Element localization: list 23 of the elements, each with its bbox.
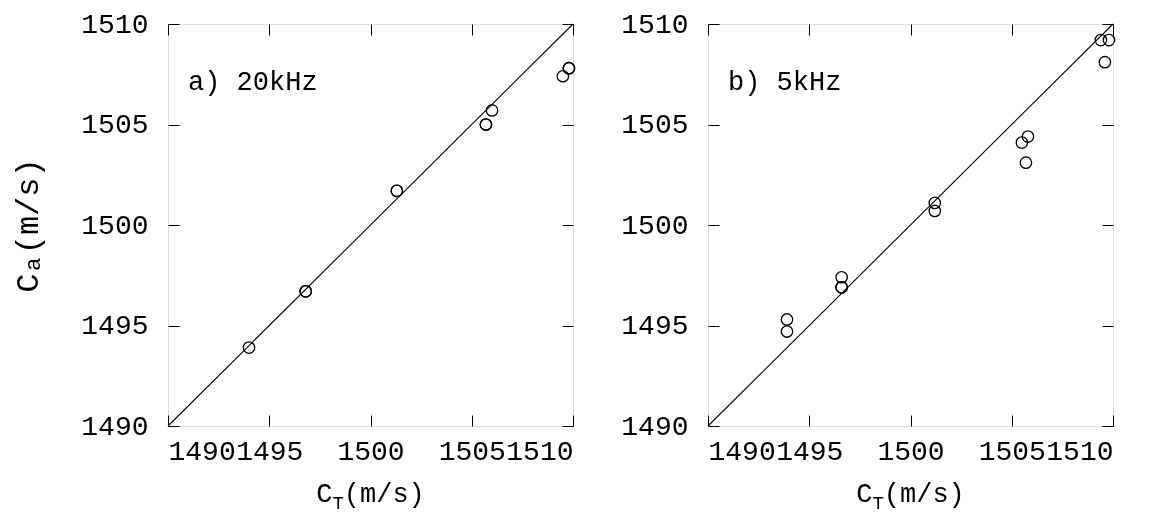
x-tick-label: 1505 — [978, 436, 1046, 468]
y-tick-label: 1500 — [81, 210, 149, 242]
x-tick-label: 1510 — [1046, 436, 1114, 468]
y-tick-label: 1490 — [81, 411, 149, 443]
x-tick-label: 1495 — [236, 436, 304, 468]
x-tick-label: 1495 — [776, 436, 844, 468]
y-tick-label: 1500 — [621, 210, 689, 242]
y-axis-title: Cₐ(m/s) — [11, 158, 49, 293]
x-tick-label: 1500 — [337, 436, 405, 468]
y-tick-label: 1495 — [621, 311, 689, 342]
x-tick-label: 1490 — [708, 436, 776, 468]
y-tick-label: 1505 — [621, 110, 689, 141]
annotation: b) 5kHz — [728, 68, 842, 98]
y-tick-label: 1510 — [621, 9, 689, 41]
y-tick-label: 1495 — [81, 311, 149, 342]
annotation: a) 20kHz — [188, 68, 318, 98]
x-tick-label: 1490 — [168, 436, 236, 468]
x-tick-label: 1505 — [438, 436, 506, 468]
y-tick-label: 1505 — [81, 110, 149, 141]
x-tick-label: 1500 — [877, 436, 945, 468]
x-tick-label: 1510 — [506, 436, 574, 468]
y-tick-label: 1490 — [621, 411, 689, 443]
y-tick-label: 1510 — [81, 9, 149, 41]
